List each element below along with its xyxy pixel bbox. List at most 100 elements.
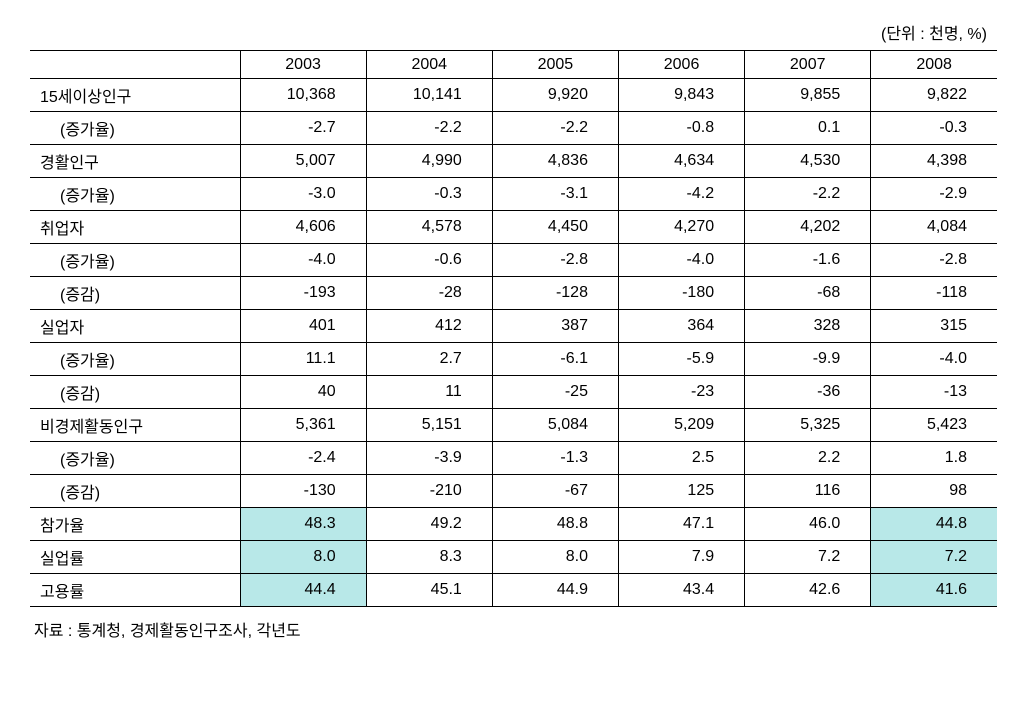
table-row: 취업자4,6064,5784,4504,2704,2024,084 — [30, 211, 997, 244]
cell: -2.2 — [492, 112, 618, 145]
cell: 46.0 — [745, 508, 871, 541]
row-label: (증가율) — [30, 178, 240, 211]
cell: 328 — [745, 310, 871, 343]
header-year: 2006 — [618, 51, 744, 79]
row-label: 경활인구 — [30, 145, 240, 178]
table-row: 참가율48.349.248.847.146.044.8 — [30, 508, 997, 541]
cell: 11.1 — [240, 343, 366, 376]
cell: 48.3 — [240, 508, 366, 541]
cell: -0.8 — [618, 112, 744, 145]
cell: 10,368 — [240, 79, 366, 112]
cell: 0.1 — [745, 112, 871, 145]
cell: 2.7 — [366, 343, 492, 376]
cell: 43.4 — [618, 574, 744, 607]
cell: -4.0 — [618, 244, 744, 277]
cell: 9,843 — [618, 79, 744, 112]
cell: -3.0 — [240, 178, 366, 211]
cell: 44.9 — [492, 574, 618, 607]
row-label: 취업자 — [30, 211, 240, 244]
table-row: (증가율)-4.0-0.6-2.8-4.0-1.6-2.8 — [30, 244, 997, 277]
table-row: (증감)-193-28-128-180-68-118 — [30, 277, 997, 310]
cell: -4.0 — [240, 244, 366, 277]
table-row: 고용률44.445.144.943.442.641.6 — [30, 574, 997, 607]
row-label: (증가율) — [30, 343, 240, 376]
cell: -3.9 — [366, 442, 492, 475]
cell: -2.4 — [240, 442, 366, 475]
table-row: (증가율)-3.0-0.3-3.1-4.2-2.2-2.9 — [30, 178, 997, 211]
cell: -23 — [618, 376, 744, 409]
source-note: 자료 : 통계청, 경제활동인구조사, 각년도 — [30, 617, 997, 641]
cell: -4.0 — [871, 343, 997, 376]
cell: 4,836 — [492, 145, 618, 178]
header-year: 2008 — [871, 51, 997, 79]
cell: -13 — [871, 376, 997, 409]
cell: 401 — [240, 310, 366, 343]
cell: 44.4 — [240, 574, 366, 607]
cell: 125 — [618, 475, 744, 508]
row-label: (증감) — [30, 475, 240, 508]
cell: 4,578 — [366, 211, 492, 244]
cell: 8.3 — [366, 541, 492, 574]
cell: 40 — [240, 376, 366, 409]
cell: -0.3 — [871, 112, 997, 145]
cell: 41.6 — [871, 574, 997, 607]
cell: 44.8 — [871, 508, 997, 541]
cell: 387 — [492, 310, 618, 343]
cell: -128 — [492, 277, 618, 310]
table-row: (증가율)-2.4-3.9-1.32.52.21.8 — [30, 442, 997, 475]
header-year: 2005 — [492, 51, 618, 79]
cell: 9,920 — [492, 79, 618, 112]
cell: -6.1 — [492, 343, 618, 376]
cell: 1.8 — [871, 442, 997, 475]
cell: 4,606 — [240, 211, 366, 244]
cell: -4.2 — [618, 178, 744, 211]
cell: 11 — [366, 376, 492, 409]
cell: 5,361 — [240, 409, 366, 442]
cell: 48.8 — [492, 508, 618, 541]
cell: -2.8 — [871, 244, 997, 277]
cell: 98 — [871, 475, 997, 508]
table-row: 15세이상인구10,36810,1419,9209,8439,8559,822 — [30, 79, 997, 112]
row-label: 실업률 — [30, 541, 240, 574]
cell: 2.5 — [618, 442, 744, 475]
cell: -9.9 — [745, 343, 871, 376]
cell: -1.3 — [492, 442, 618, 475]
cell: 49.2 — [366, 508, 492, 541]
unit-label: (단위 : 천명, %) — [30, 20, 997, 44]
row-label: 참가율 — [30, 508, 240, 541]
cell: 7.2 — [871, 541, 997, 574]
cell: 4,530 — [745, 145, 871, 178]
row-label: (증가율) — [30, 442, 240, 475]
row-label: 실업자 — [30, 310, 240, 343]
cell: -2.9 — [871, 178, 997, 211]
cell: 9,855 — [745, 79, 871, 112]
row-label: (증가율) — [30, 112, 240, 145]
cell: -0.3 — [366, 178, 492, 211]
cell: -68 — [745, 277, 871, 310]
header-blank — [30, 51, 240, 79]
row-label: (증감) — [30, 376, 240, 409]
cell: -2.7 — [240, 112, 366, 145]
cell: 315 — [871, 310, 997, 343]
row-label: (증가율) — [30, 244, 240, 277]
cell: 7.2 — [745, 541, 871, 574]
cell: 8.0 — [240, 541, 366, 574]
cell: -1.6 — [745, 244, 871, 277]
cell: 4,270 — [618, 211, 744, 244]
cell: -0.6 — [366, 244, 492, 277]
cell: 4,990 — [366, 145, 492, 178]
table-row: 경활인구5,0074,9904,8364,6344,5304,398 — [30, 145, 997, 178]
cell: 5,209 — [618, 409, 744, 442]
table-row: 비경제활동인구5,3615,1515,0845,2095,3255,423 — [30, 409, 997, 442]
cell: 2.2 — [745, 442, 871, 475]
cell: 4,450 — [492, 211, 618, 244]
header-year: 2007 — [745, 51, 871, 79]
cell: 8.0 — [492, 541, 618, 574]
cell: 4,398 — [871, 145, 997, 178]
table-row: (증가율)-2.7-2.2-2.2-0.80.1-0.3 — [30, 112, 997, 145]
cell: -2.8 — [492, 244, 618, 277]
cell: 4,634 — [618, 145, 744, 178]
data-table: 2003 2004 2005 2006 2007 2008 15세이상인구10,… — [30, 50, 997, 607]
cell: -28 — [366, 277, 492, 310]
cell: 5,151 — [366, 409, 492, 442]
